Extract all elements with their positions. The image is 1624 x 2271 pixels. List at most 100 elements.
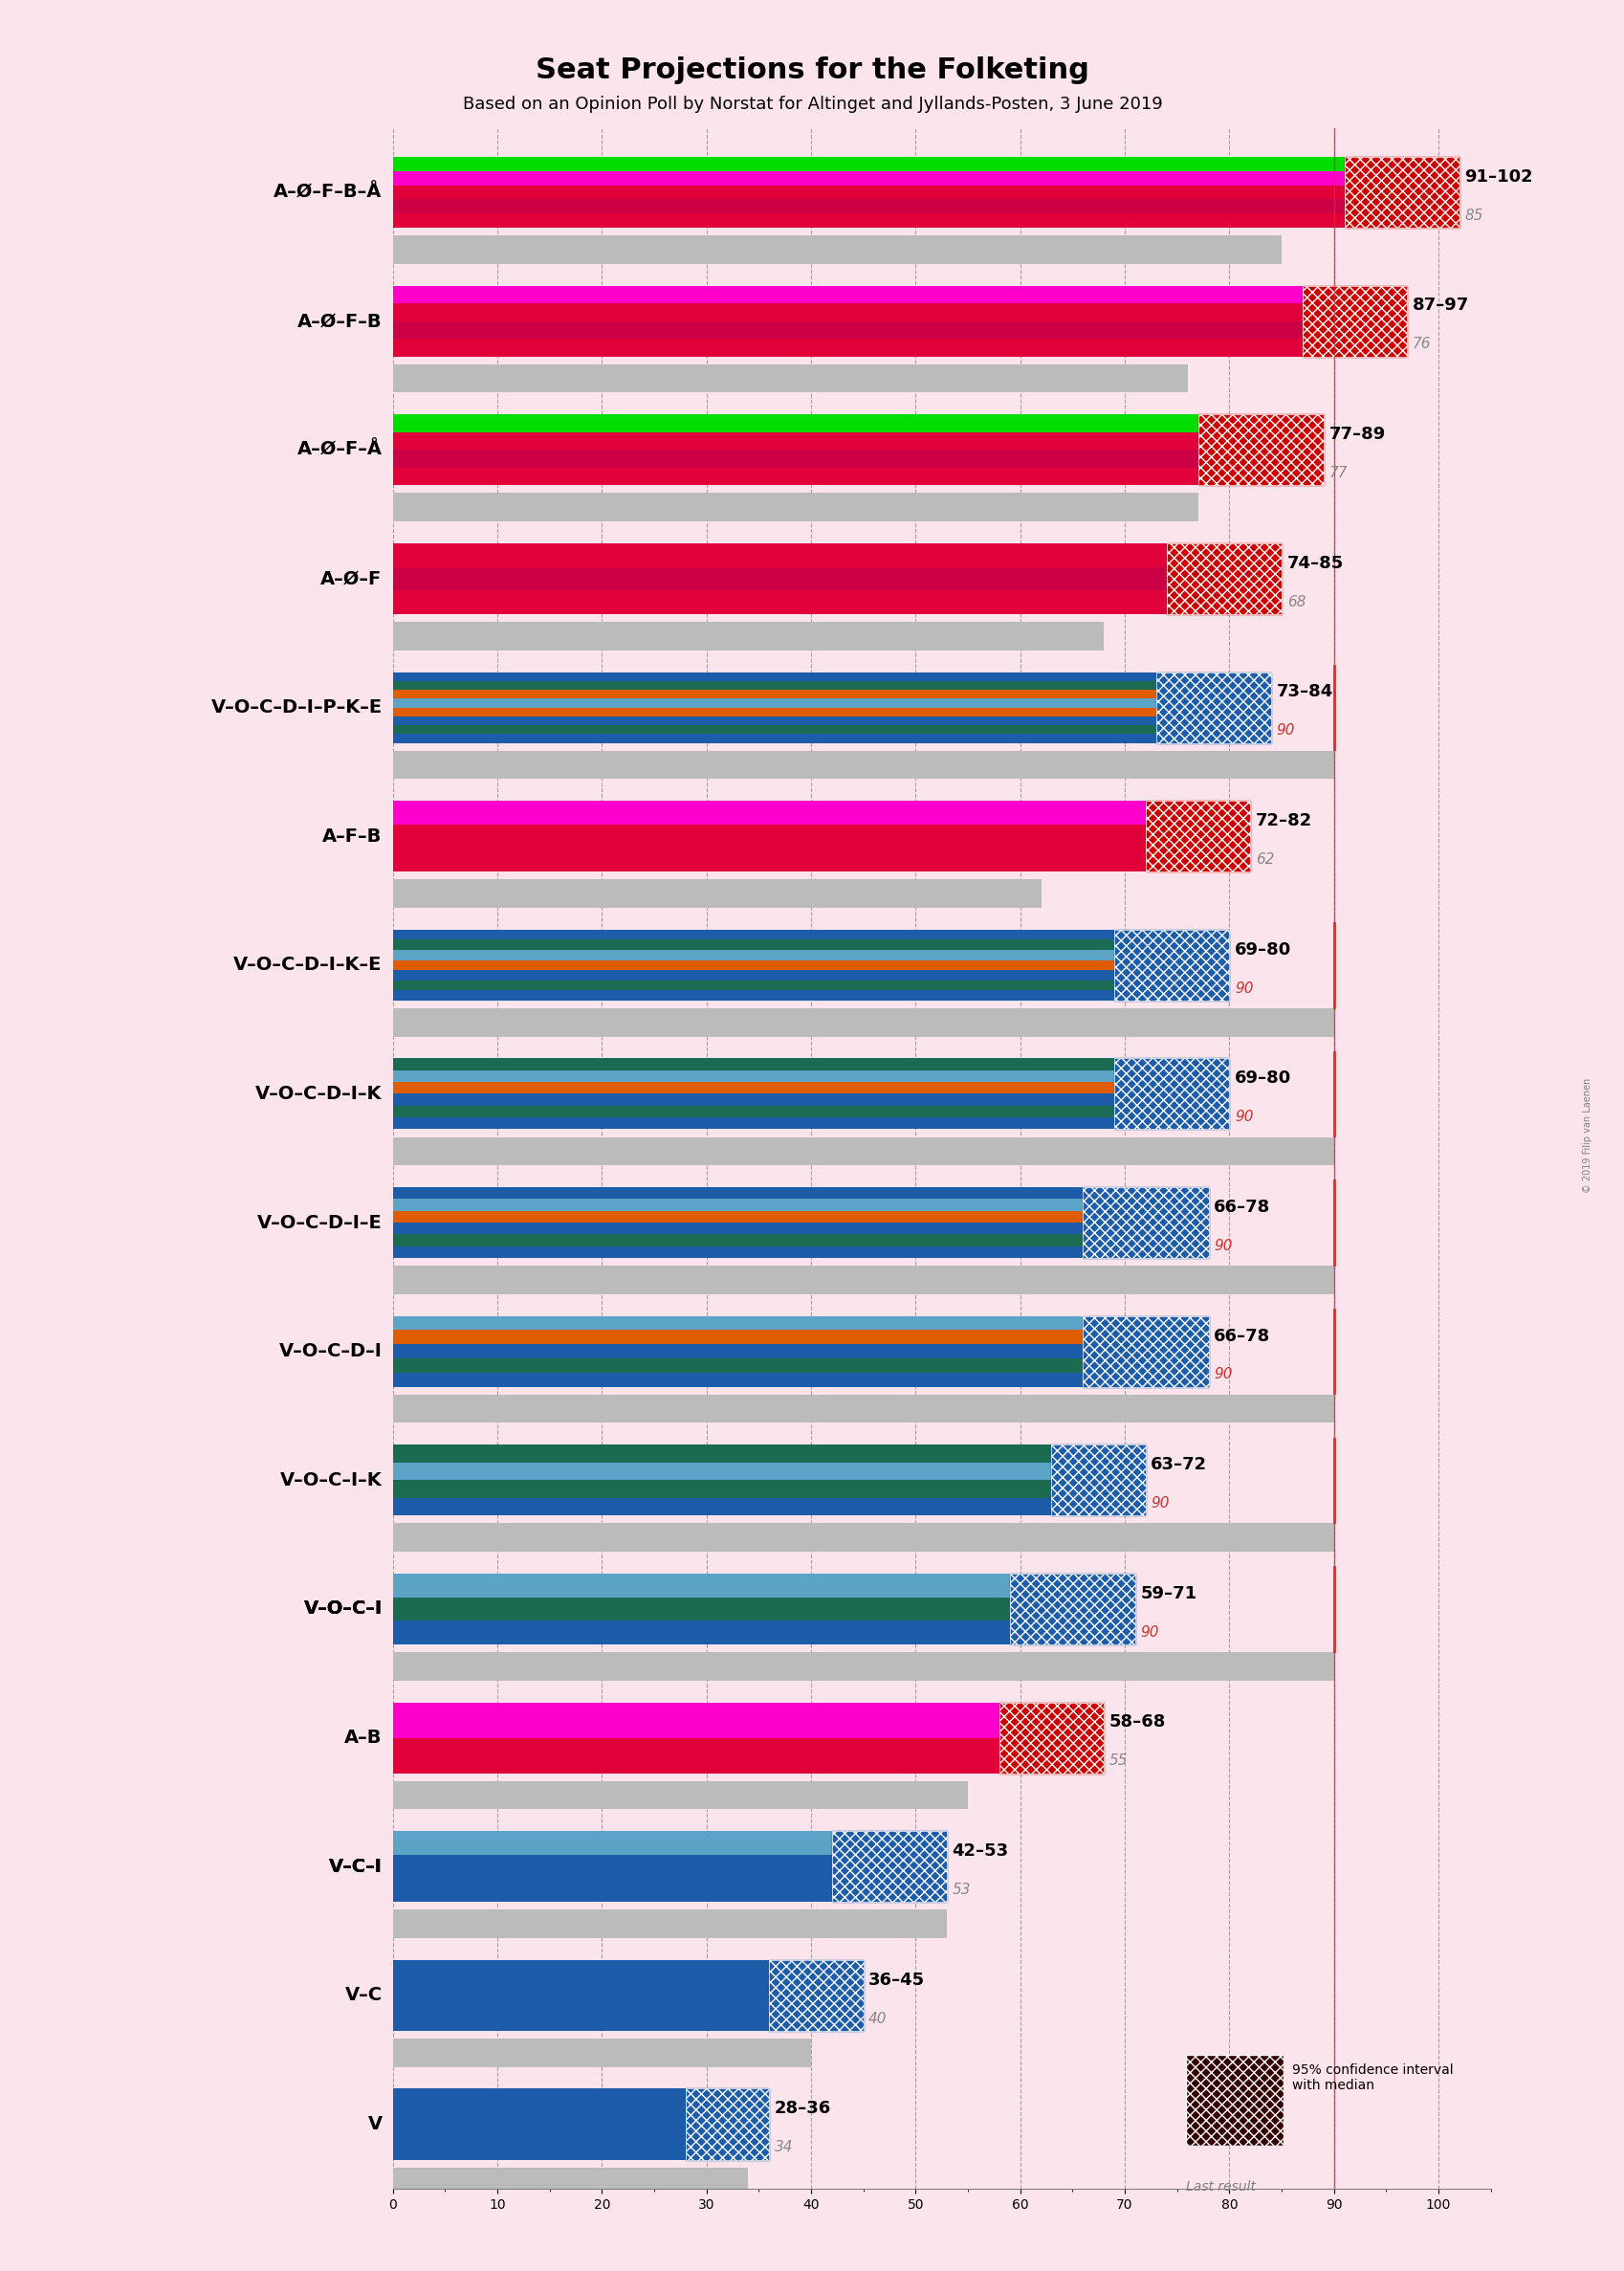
Bar [1114, 1058, 1229, 1129]
Bar [768, 1960, 862, 2030]
Bar [1009, 1574, 1135, 1644]
Bar [1302, 286, 1406, 357]
Bar [393, 170, 1343, 186]
Text: 40: 40 [867, 2012, 887, 2026]
Text: 36–45: 36–45 [867, 1971, 924, 1989]
Text: V–O–C–D–I–K: V–O–C–D–I–K [255, 1086, 382, 1104]
Text: V–O–C–I: V–O–C–I [304, 1599, 382, 1617]
Bar [1051, 1444, 1145, 1515]
Bar [393, 690, 1156, 699]
Bar [393, 1499, 1051, 1515]
Bar [1082, 1315, 1208, 1388]
Bar [1051, 1444, 1145, 1515]
Bar [831, 1830, 947, 1903]
Bar [393, 961, 1114, 970]
Bar [1343, 157, 1458, 227]
Bar [393, 2089, 685, 2160]
Bar [393, 1247, 1082, 1258]
Bar [393, 1188, 1082, 1199]
Bar [393, 1444, 1051, 1463]
Bar [393, 1331, 1082, 1344]
Bar [393, 1737, 999, 1774]
Bar [393, 724, 1156, 734]
Text: 74–85: 74–85 [1286, 554, 1343, 572]
Bar [393, 970, 1114, 981]
Bar [393, 1210, 1082, 1222]
Text: 42–53: 42–53 [952, 1842, 1009, 1860]
Text: V–O–C–D–I–P–K–E: V–O–C–D–I–P–K–E [211, 699, 382, 718]
Bar [393, 981, 1114, 990]
Bar [393, 363, 1187, 393]
Bar [393, 1855, 831, 1878]
Bar [393, 1574, 1009, 1597]
Text: 28–36: 28–36 [775, 2101, 830, 2117]
Text: A–F–B: A–F–B [322, 827, 382, 845]
Bar [393, 1315, 1082, 1331]
Bar [393, 450, 1197, 468]
Bar [393, 286, 1302, 304]
Text: 91–102: 91–102 [1463, 168, 1533, 186]
Bar [1302, 286, 1406, 357]
Bar [393, 622, 1103, 650]
Bar [393, 1703, 999, 1737]
Text: V–O–C–D–I–K–E: V–O–C–D–I–K–E [234, 956, 382, 974]
Bar [393, 200, 1343, 213]
Bar [393, 1621, 1009, 1644]
Bar [393, 709, 1156, 715]
Text: 90: 90 [1140, 1626, 1158, 1640]
Bar [393, 1481, 1051, 1499]
Bar [393, 304, 1302, 320]
Text: A–Ø–F–B–Å: A–Ø–F–B–Å [273, 184, 382, 202]
Bar [393, 1463, 1051, 1481]
Bar [393, 990, 1114, 1002]
Bar [685, 2089, 768, 2160]
Bar [393, 1394, 1333, 1424]
Bar [393, 1081, 1114, 1095]
Text: 69–80: 69–80 [1234, 940, 1291, 958]
Bar [1082, 1188, 1208, 1258]
Text: 72–82: 72–82 [1255, 813, 1312, 829]
Bar [1009, 1574, 1135, 1644]
Bar [393, 186, 1343, 200]
Bar [393, 847, 1145, 872]
Text: A–Ø–F–Å: A–Ø–F–Å [297, 441, 382, 459]
Text: 90: 90 [1213, 1367, 1231, 1381]
Bar [1145, 802, 1249, 872]
Text: 58–68: 58–68 [1109, 1715, 1164, 1731]
Bar [685, 2089, 768, 2160]
Text: A–Ø–F: A–Ø–F [320, 570, 382, 588]
Bar [393, 157, 1343, 170]
Bar [393, 1780, 968, 1810]
Bar [1114, 929, 1229, 1002]
Text: 77: 77 [1328, 466, 1346, 479]
Text: Based on an Opinion Poll by Norstat for Altinget and Jyllands-Posten, 3 June 201: Based on an Opinion Poll by Norstat for … [463, 95, 1161, 114]
Bar [393, 468, 1197, 486]
Bar [393, 1008, 1333, 1036]
Bar [1166, 543, 1281, 613]
Text: 53: 53 [952, 1883, 970, 1896]
Bar [768, 1960, 862, 2030]
Bar [393, 236, 1281, 263]
Bar [393, 213, 1343, 227]
Bar [393, 413, 1197, 431]
Text: V: V [367, 2114, 382, 2132]
Bar [999, 1703, 1103, 1774]
Text: 90: 90 [1234, 1111, 1252, 1124]
Bar [393, 1058, 1114, 1070]
Bar [1197, 413, 1322, 486]
Bar [393, 493, 1197, 522]
Bar [393, 590, 1166, 613]
Bar [393, 320, 1302, 338]
Bar [1156, 672, 1270, 743]
Bar [393, 543, 1166, 568]
Text: 90: 90 [1150, 1497, 1169, 1510]
Bar [1197, 413, 1322, 486]
Text: 63–72: 63–72 [1150, 1456, 1207, 1474]
Bar [393, 1372, 1082, 1388]
Text: 66–78: 66–78 [1213, 1199, 1270, 1215]
Text: V–C–I: V–C–I [328, 1858, 382, 1876]
Text: 77–89: 77–89 [1328, 425, 1385, 443]
Bar [393, 1222, 1082, 1235]
Text: V–O–C–I: V–O–C–I [304, 1599, 382, 1617]
Bar [393, 940, 1114, 949]
